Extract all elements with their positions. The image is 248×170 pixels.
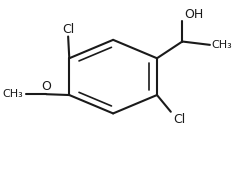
Text: OH: OH bbox=[185, 8, 204, 21]
Text: Cl: Cl bbox=[62, 23, 74, 36]
Text: Cl: Cl bbox=[173, 113, 185, 126]
Text: CH₃: CH₃ bbox=[2, 89, 23, 99]
Text: O: O bbox=[41, 80, 51, 92]
Text: CH₃: CH₃ bbox=[211, 40, 232, 50]
